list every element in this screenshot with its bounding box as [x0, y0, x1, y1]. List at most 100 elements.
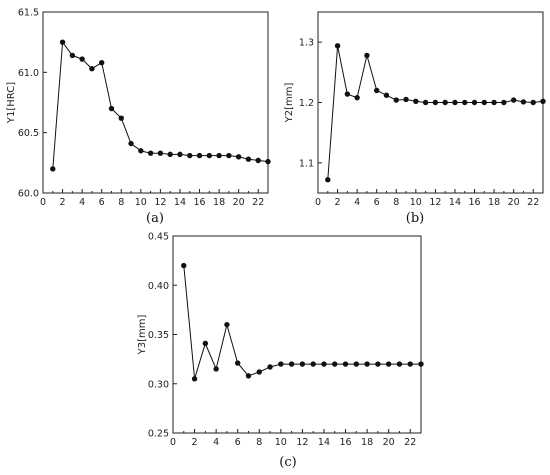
- data-point: [325, 177, 331, 183]
- data-point: [432, 99, 439, 106]
- x-tick-label: 0: [40, 197, 46, 208]
- data-point: [364, 52, 370, 59]
- x-tick-label: 16: [468, 197, 480, 208]
- x-tick-label: 0: [315, 197, 321, 208]
- series-line: [327, 45, 544, 180]
- x-tick-label: 8: [118, 197, 124, 208]
- x-tick-label: 12: [296, 437, 308, 448]
- data-point: [491, 99, 497, 106]
- x-tick-label: 6: [374, 197, 380, 208]
- chart-panel-c: 0 2 4 6 8 10 12 14 16 18 20 22 0.25 0.30 0.35 0.40 0.45 Y…: [137, 232, 424, 470]
- data-point: [213, 366, 219, 372]
- y-axis-label: Y1[HRC]: [6, 82, 17, 124]
- y-tick-label: 0.35: [148, 330, 169, 341]
- y-tick-label: 61.5: [18, 8, 39, 19]
- x-tick-label: 8: [256, 437, 262, 448]
- data-point: [265, 158, 271, 165]
- data-point: [481, 99, 488, 106]
- data-point: [89, 66, 95, 72]
- x-tick-label: 16: [193, 197, 205, 208]
- data-point: [255, 157, 261, 164]
- data-point: [157, 150, 164, 156]
- panel-label: (c): [279, 455, 296, 470]
- data-point: [332, 361, 338, 367]
- y-tick-label: 1.2: [299, 98, 314, 109]
- y-tick-label: 0.40: [148, 281, 169, 292]
- data-point: [59, 39, 66, 45]
- x-tick-label: 2: [60, 197, 66, 208]
- y-tick-label: 0.30: [148, 379, 169, 390]
- x-tick-label: 22: [527, 197, 539, 208]
- x-tick-label: 6: [99, 197, 105, 208]
- data-point: [202, 340, 209, 347]
- data-point: [403, 96, 409, 103]
- x-tick-label: 0: [170, 437, 176, 448]
- data-point: [79, 56, 85, 62]
- data-point: [118, 115, 124, 121]
- data-point: [256, 369, 262, 375]
- data-point: [167, 151, 173, 158]
- data-point: [462, 99, 468, 106]
- data-point: [353, 361, 360, 367]
- x-tick-label: 14: [318, 437, 330, 448]
- y-tick-label: 1.1: [299, 158, 314, 169]
- data-point: [234, 360, 241, 366]
- x-tick-label: 4: [79, 197, 85, 208]
- data-point: [138, 148, 144, 154]
- data-point: [187, 152, 193, 159]
- x-tick-label: 16: [339, 437, 351, 448]
- data-point: [383, 92, 390, 98]
- x-tick-label: 6: [235, 437, 241, 448]
- x-tick-label: 2: [192, 437, 198, 448]
- data-point: [422, 99, 429, 106]
- data-point: [267, 364, 273, 370]
- data-point: [344, 91, 351, 97]
- plot-frame: [172, 235, 422, 434]
- data-point: [196, 152, 203, 159]
- y-tick-label: 60.0: [18, 189, 39, 200]
- data-point: [108, 105, 115, 112]
- x-tick-label: 12: [429, 197, 441, 208]
- x-tick-label: 14: [174, 197, 186, 208]
- data-point: [181, 262, 187, 269]
- y-tick-label: 61.0: [18, 68, 39, 79]
- x-tick-label: 20: [383, 437, 395, 448]
- data-point: [177, 151, 183, 158]
- data-point: [191, 376, 198, 382]
- data-point: [373, 87, 380, 94]
- plot-frame: [42, 11, 269, 194]
- x-tick-label: 18: [488, 197, 500, 208]
- y-tick-label: 60.5: [18, 128, 39, 139]
- x-tick-label: 10: [275, 437, 287, 448]
- data-point: [310, 361, 316, 367]
- data-point: [334, 43, 341, 49]
- x-tick-label: 2: [335, 197, 341, 208]
- data-point: [407, 361, 413, 367]
- data-point: [69, 52, 76, 59]
- data-point: [501, 99, 507, 106]
- data-point: [50, 166, 56, 172]
- x-tick-label: 20: [233, 197, 245, 208]
- data-point: [342, 361, 349, 367]
- data-point: [530, 99, 536, 106]
- data-point: [413, 98, 419, 104]
- y-tick-label: 0.45: [148, 232, 169, 243]
- data-point: [206, 152, 213, 159]
- x-tick-label: 10: [410, 197, 422, 208]
- y-axis-label: Y2[mm]: [284, 83, 295, 124]
- y-tick-label: 1.3: [299, 38, 314, 49]
- chart-panel-a: 0 2 4 6 8 10 12 14 16 18 20 22 60.0 60.5 61.0 61.5 Y1[HR…: [6, 8, 271, 226]
- panel-label: (a): [146, 211, 164, 226]
- chart-panel-b: 0 2 4 6 8 10 12 14 16 18 20 22 1.1 1.2 1.3 Y2[mm] (b): [284, 11, 546, 226]
- data-point: [299, 361, 306, 367]
- data-point: [224, 321, 230, 328]
- x-tick-label: 12: [154, 197, 166, 208]
- x-tick-label: 4: [213, 437, 219, 448]
- data-point: [442, 99, 448, 106]
- y-axis-label: Y3[mm]: [137, 315, 148, 356]
- x-tick-label: 10: [135, 197, 147, 208]
- data-point: [393, 97, 399, 103]
- x-tick-label: 8: [393, 197, 399, 208]
- data-point: [418, 361, 424, 367]
